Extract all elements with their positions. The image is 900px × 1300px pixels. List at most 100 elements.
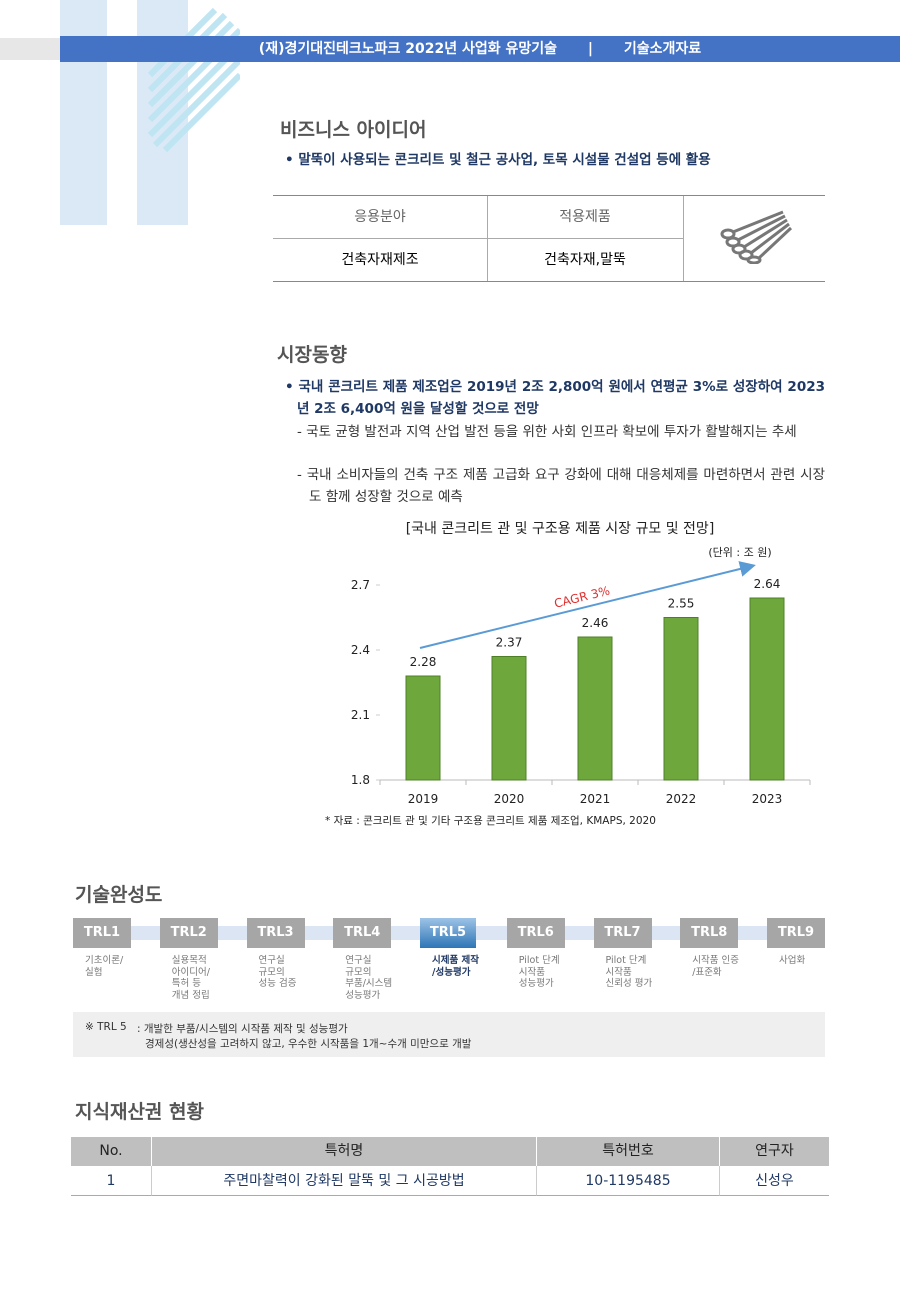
bullet: • 국내 콘크리트 제품 제조업은 2019년 2조 2,800억 원에서 연평…	[285, 379, 825, 417]
desc-line: 실용목적	[171, 955, 207, 966]
bullet: • 말뚝이 사용되는 콘크리트 및 철근 공사업, 토목 시설물 건설업 등에 …	[285, 152, 711, 168]
bullet-text: 말뚝이 사용되는 콘크리트 및 철근 공사업, 토목 시설물 건설업 등에 활용	[298, 152, 711, 168]
section-title: 비즈니스 아이디어	[280, 119, 427, 141]
note-line: 경제성(생산성을 고려하지 않고, 우수한 시작품을 1개~수개 미만으로 개발	[145, 1038, 472, 1050]
value-label: 2.37	[496, 636, 523, 650]
sub-bullet: - 국토 균형 발전과 지역 산업 발전 등을 위한 사회 인프라 확보에 투자…	[297, 424, 797, 440]
table-header: 응용분야	[273, 196, 488, 239]
header-stub	[0, 38, 60, 60]
trl-desc: 기초이론/실험	[85, 955, 123, 978]
product-image	[720, 210, 793, 264]
table-cell: 건축자재,말뚝	[487, 239, 684, 281]
desc-line: 시작품 인증	[692, 955, 739, 966]
desc-line: 실험	[85, 966, 103, 978]
trl-desc: 시작품 인증/표준화	[692, 955, 739, 978]
trl-box: TRL2	[159, 918, 218, 948]
sub-bullet: - 국내 소비자들의 건축 구조 제품 고급화 요구 강화에 대해 대응체제를 …	[297, 467, 825, 505]
trl-box: TRL9	[767, 918, 825, 948]
bar	[405, 675, 441, 781]
chart: [국내 콘크리트 관 및 구조용 제품 시장 규모 및 전망] (단위 : 조 …	[325, 521, 811, 827]
chart-title: [국내 콘크리트 관 및 구조용 제품 시장 규모 및 전망]	[406, 521, 715, 537]
desc-line: 특허 등	[171, 978, 201, 989]
trl-desc: 실용목적 아이디어/특허 등 개념 정립	[172, 955, 210, 1001]
table-cell: 건축자재제조	[273, 239, 488, 281]
desc-line: 규모의	[258, 966, 285, 978]
trl-box: TRL1	[73, 918, 131, 948]
trl-desc: 시제품 제작/성능평가	[432, 955, 479, 978]
bar	[749, 597, 785, 781]
trl-desc: 연구실 규모의 부품/시스템 성능평가	[345, 955, 392, 1001]
desc-line: 신뢰성 평가	[605, 978, 653, 989]
desc-line: /성능평가	[432, 966, 471, 978]
desc-line: 성능 검증	[258, 978, 297, 989]
desc-line: 기초이론/	[85, 955, 124, 966]
table-cell: 10-1195485	[536, 1166, 719, 1196]
desc-line: 시작품	[518, 966, 545, 978]
table-header: 특허번호	[536, 1137, 719, 1166]
trl-note: ※ TRL 5 : 개발한 부품/시스템의 시작품 제작 및 성능평가 경제성(…	[73, 1012, 825, 1057]
table-cell: 1	[71, 1166, 151, 1196]
x-tick-label: 2021	[580, 792, 611, 806]
header-subtitle: 기술소개자료	[623, 41, 702, 57]
y-tick-label: 2.1	[351, 708, 370, 722]
desc-line: 개념 정립	[171, 989, 210, 1001]
desc-line: 연구실	[345, 955, 372, 966]
app-table: 응용분야 적용제품 건축자재제조 건축자재,말뚝	[273, 195, 825, 282]
table-header: 연구자	[719, 1137, 829, 1166]
desc-line: 규모의	[345, 966, 372, 978]
section-title: 지식재산권 현황	[75, 1101, 204, 1123]
y-tick-label: 1.8	[351, 773, 370, 787]
chart-source: * 자료 : 콘크리트 관 및 기타 구조용 콘크리트 제품 제조업, KMAP…	[325, 814, 656, 827]
trl-box: TRL3	[246, 918, 305, 948]
note-mark: ※ TRL 5	[85, 1021, 127, 1033]
table-cell: 신성우	[719, 1166, 829, 1196]
desc-line: 사업화	[779, 955, 806, 966]
x-tick-label: 2023	[752, 792, 783, 806]
y-tick-label: 2.4	[351, 643, 370, 657]
desc-line: 아이디어/	[171, 966, 210, 978]
sub-text: 국토 균형 발전과 지역 산업 발전 등을 위한 사회 인프라 확보에 투자가 …	[306, 424, 797, 440]
value-label: 2.64	[754, 577, 781, 591]
trl-box: TRL7	[593, 918, 652, 948]
header-bar: (재)경기대진테크노파크 2022년 사업화 유망기술 | 기술소개자료	[60, 36, 900, 62]
desc-line: 성능평가	[518, 978, 554, 989]
trl-desc: 연구실 규모의 성능 검증	[259, 955, 297, 990]
bar	[577, 636, 613, 781]
value-label: 2.28	[410, 655, 437, 669]
bar	[663, 617, 699, 781]
x-tick-label: 2022	[666, 792, 697, 806]
annotation: CAGR 3%	[553, 583, 612, 610]
desc-line: Pilot 단계	[518, 955, 560, 966]
trend-arrow	[419, 561, 756, 649]
header-title: (재)경기대진테크노파크 2022년 사업화 유망기술	[258, 41, 558, 57]
trl-box: TRL4	[333, 918, 392, 948]
table-header: 특허명	[151, 1137, 536, 1166]
desc-line: 시작품	[605, 966, 632, 978]
desc-line: 시제품 제작	[432, 955, 480, 966]
desc-line: Pilot 단계	[605, 955, 647, 966]
table-header: 적용제품	[487, 196, 684, 239]
desc-line: /표준화	[692, 966, 722, 978]
table-header: No.	[71, 1137, 151, 1166]
chart-unit: (단위 : 조 원)	[708, 546, 771, 559]
section-title: 시장동향	[277, 344, 347, 366]
sub-text: 국내 소비자들의 건축 구조 제품 고급화 요구 강화에 대해 대응체제를 마련…	[306, 467, 825, 505]
bar	[491, 656, 527, 781]
desc-line: 연구실	[258, 955, 285, 966]
value-label: 2.55	[668, 597, 695, 611]
bullet-text: 국내 콘크리트 제품 제조업은 2019년 2조 2,800억 원에서 연평균 …	[297, 379, 825, 417]
trl-box: TRL6	[506, 918, 565, 948]
section-title: 기술완성도	[75, 884, 163, 906]
trl-desc: 사업화	[779, 955, 805, 967]
header-separator: |	[587, 41, 594, 57]
x-tick-label: 2019	[408, 792, 439, 806]
trl-desc: Pilot 단계 시작품 신뢰성 평가	[606, 955, 653, 990]
desc-line: 부품/시스템	[345, 978, 393, 989]
note-line: : 개발한 부품/시스템의 시작품 제작 및 성능평가	[137, 1023, 348, 1035]
trl-desc: Pilot 단계 시작품 성능평가	[519, 955, 560, 990]
x-tick-label: 2020	[494, 792, 525, 806]
trl-box: TRL8	[680, 918, 739, 948]
desc-line: 성능평가	[345, 989, 381, 1001]
value-label: 2.46	[582, 616, 609, 630]
